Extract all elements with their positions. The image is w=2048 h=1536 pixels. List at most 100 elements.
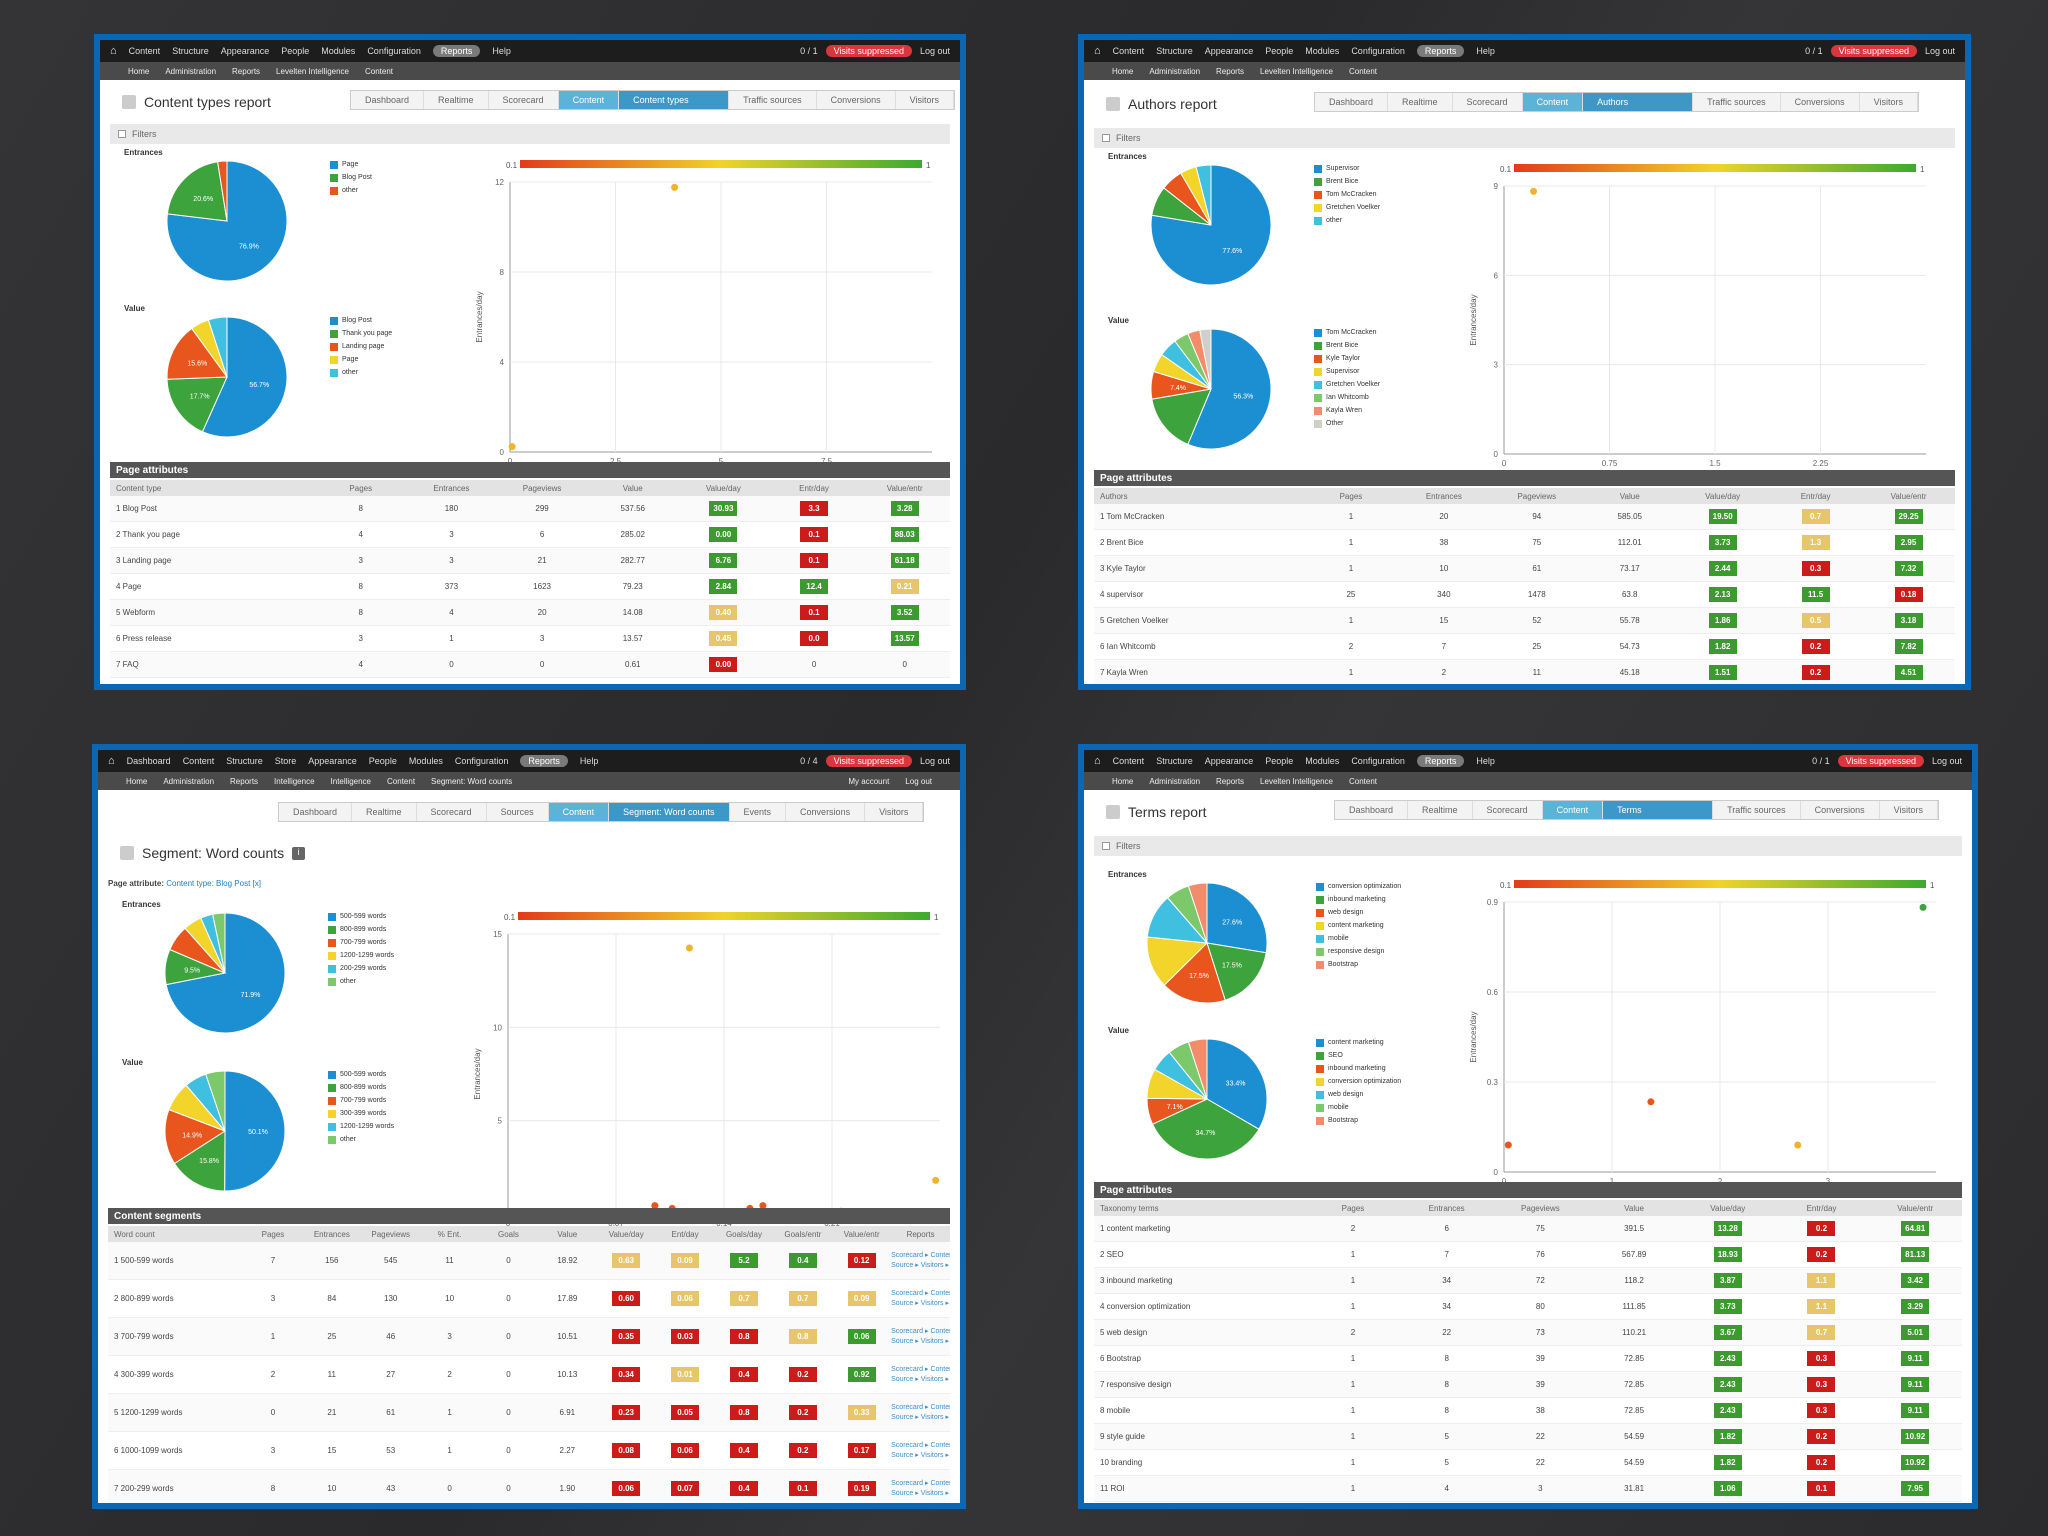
report-link[interactable]: Scorecard ▸ Content ▸ — [891, 1441, 950, 1449]
row-name[interactable]: 1 content marketing — [1100, 1224, 1171, 1233]
row-name[interactable]: 7 FAQ — [116, 660, 139, 669]
home-icon[interactable]: ⌂ — [110, 45, 117, 57]
column-header[interactable]: Value/entr — [843, 1229, 880, 1239]
toolbar-item-configuration[interactable]: Configuration — [454, 756, 509, 766]
row-name[interactable]: 6 Press release — [116, 634, 172, 643]
row-name[interactable]: 2 Brent Bice — [1100, 538, 1144, 547]
row-name[interactable]: 5 web design — [1100, 1328, 1148, 1337]
toolbar-item-configuration[interactable]: Configuration — [367, 46, 421, 56]
column-header[interactable]: Value/day — [608, 1229, 644, 1239]
tab-scorecard[interactable]: Scorecard — [489, 91, 559, 109]
column-header[interactable]: Taxonomy terms — [1100, 1203, 1159, 1213]
pie-slice[interactable] — [166, 327, 228, 380]
shortcut-link[interactable]: Segment: Word counts — [431, 776, 513, 786]
row-name[interactable]: 9 style guide — [1100, 1432, 1145, 1441]
row-name[interactable]: 5 Webform — [116, 608, 155, 617]
table-row[interactable]: 3 Landing page 3 3 21 282.77 6.76 0.1 61.18 — [110, 548, 950, 574]
shortcut-link[interactable]: Content — [1349, 66, 1378, 76]
home-icon[interactable]: ⌂ — [108, 755, 115, 767]
table-row[interactable]: 5 web design 2 22 73 110.21 3.67 0.7 5.01 — [1094, 1320, 1962, 1346]
pie-slice[interactable] — [1206, 1038, 1268, 1130]
row-name[interactable]: 5 1200-1299 words — [114, 1408, 183, 1417]
shortcut-link[interactable]: Administration — [1149, 66, 1201, 76]
tab-realtime[interactable]: Realtime — [1388, 93, 1453, 111]
table-row[interactable]: 9 style guide 1 5 22 54.59 1.82 0.2 10.92 — [1094, 1424, 1962, 1450]
alert-badge[interactable]: Visits suppressed — [825, 45, 912, 57]
shortcut-link[interactable]: Intelligence — [330, 776, 372, 786]
column-header[interactable]: Entrances — [1428, 1203, 1465, 1213]
legend-item[interactable]: other — [328, 975, 394, 988]
scatter-point[interactable] — [671, 183, 679, 191]
table-row[interactable]: 4 300-399 words 2 11 27 2 0 10.13 0.34 0.01 0.4 0.… — [108, 1356, 950, 1394]
toolbar-item-structure[interactable]: Structure — [1156, 756, 1193, 766]
legend-item[interactable]: 800-899 words — [328, 1081, 394, 1094]
toolbar-item-structure[interactable]: Structure — [1156, 46, 1193, 56]
logout-link[interactable]: Log out — [919, 46, 950, 56]
pie-slice[interactable] — [1146, 936, 1209, 986]
report-link[interactable]: Source ▸ Visitors ▸ — [891, 1299, 950, 1307]
scatter-point[interactable] — [1647, 1098, 1655, 1106]
table-row[interactable]: 3 700-799 words 1 25 46 3 0 10.51 0.35 0.03 0.8 0.… — [108, 1318, 950, 1356]
row-name[interactable]: 11 ROI — [1100, 1484, 1125, 1493]
pie-slice[interactable] — [1187, 328, 1272, 450]
tab-traffic-sources[interactable]: Traffic sources — [1693, 93, 1781, 111]
table-row[interactable]: 1 Blog Post 8 180 299 537.56 30.93 3.3 3.28 — [110, 496, 950, 522]
column-header[interactable]: Pages — [349, 483, 373, 493]
column-header[interactable]: Value/day — [1705, 491, 1741, 501]
shortcut-link[interactable]: Home — [126, 776, 148, 786]
logout-link[interactable]: Log out — [1924, 46, 1955, 56]
page-attribute-value[interactable]: Content type: Blog Post [x] — [166, 879, 261, 888]
tab-realtime[interactable]: Realtime — [352, 803, 417, 821]
report-link[interactable]: Scorecard ▸ Content ▸ — [891, 1403, 950, 1411]
legend-item[interactable]: Supervisor — [1314, 162, 1380, 175]
tab-traffic-sources[interactable]: Traffic sources — [729, 91, 817, 109]
legend-item[interactable]: inbound marketing — [1316, 1062, 1401, 1075]
toolbar-item-dashboard[interactable]: Dashboard — [126, 756, 171, 766]
tab-realtime[interactable]: Realtime — [1408, 801, 1473, 819]
toolbar-item-appearance[interactable]: Appearance — [1204, 756, 1254, 766]
toolbar-item-configuration[interactable]: Configuration — [1351, 756, 1405, 766]
column-header[interactable]: Entrances — [1425, 491, 1462, 501]
row-name[interactable]: 4 conversion optimization — [1100, 1302, 1191, 1311]
column-header[interactable]: Goals/entr — [784, 1229, 822, 1239]
legend-item[interactable]: Gretchen Voelker — [1314, 378, 1380, 391]
legend-item[interactable]: Thank you page — [330, 327, 392, 340]
column-header[interactable]: Reports — [906, 1229, 935, 1239]
column-header[interactable]: Word count — [114, 1229, 155, 1239]
table-row[interactable]: 6 Bootstrap 1 8 39 72.85 2.43 0.3 9.11 — [1094, 1346, 1962, 1372]
toolbar-item-reports[interactable]: Reports — [520, 755, 568, 767]
pie-slice[interactable] — [1151, 1098, 1260, 1160]
legend-item[interactable]: Brent Bice — [1314, 339, 1380, 352]
scatter-point[interactable] — [759, 1202, 767, 1210]
row-name[interactable]: 4 Page — [116, 582, 142, 591]
legend-item[interactable]: Blog Post — [330, 171, 372, 184]
pie-slice[interactable] — [1187, 1038, 1208, 1100]
toolbar-item-reports[interactable]: Reports — [1416, 45, 1465, 57]
column-header[interactable]: Value/day — [705, 483, 741, 493]
legend-item[interactable]: Kyle Taylor — [1314, 352, 1380, 365]
tab-visitors[interactable]: Visitors — [1880, 801, 1939, 819]
legend-item[interactable]: Supervisor — [1314, 365, 1380, 378]
toolbar-item-content[interactable]: Content — [1112, 46, 1145, 56]
row-name[interactable]: 1 500-599 words — [114, 1256, 174, 1265]
shortcut-link[interactable]: Intelligence — [274, 776, 315, 786]
table-row[interactable]: 5 Gretchen Voelker 1 15 52 55.78 1.86 0.5 3.18 — [1094, 608, 1955, 634]
row-name[interactable]: 7 responsive design — [1100, 1380, 1172, 1389]
legend-item[interactable]: Tom McCracken — [1314, 326, 1380, 339]
toolbar-item-modules[interactable]: Modules — [321, 46, 356, 56]
info-icon[interactable]: i — [292, 846, 306, 860]
table-row[interactable]: 2 Brent Bice 1 38 75 112.01 3.73 1.3 2.95 — [1094, 530, 1955, 556]
shortcut-link[interactable]: Administration — [163, 776, 215, 786]
column-header[interactable]: Goals/day — [725, 1229, 762, 1239]
tab-conversions[interactable]: Conversions — [1801, 801, 1880, 819]
tab-dashboard[interactable]: Dashboard — [279, 803, 353, 821]
pie-slice[interactable] — [1206, 942, 1267, 1001]
legend-item[interactable]: 1200-1299 words — [328, 1120, 394, 1133]
toolbar-item-modules[interactable]: Modules — [1305, 46, 1340, 56]
toolbar-item-people[interactable]: People — [1265, 756, 1294, 766]
scatter-point[interactable] — [508, 443, 516, 451]
toolbar-item-people[interactable]: People — [368, 756, 397, 766]
tab-dashboard[interactable]: Dashboard — [351, 91, 425, 109]
tab-authors[interactable]: Authors — [1583, 93, 1694, 111]
column-header[interactable]: Entr/day — [1806, 1203, 1837, 1213]
